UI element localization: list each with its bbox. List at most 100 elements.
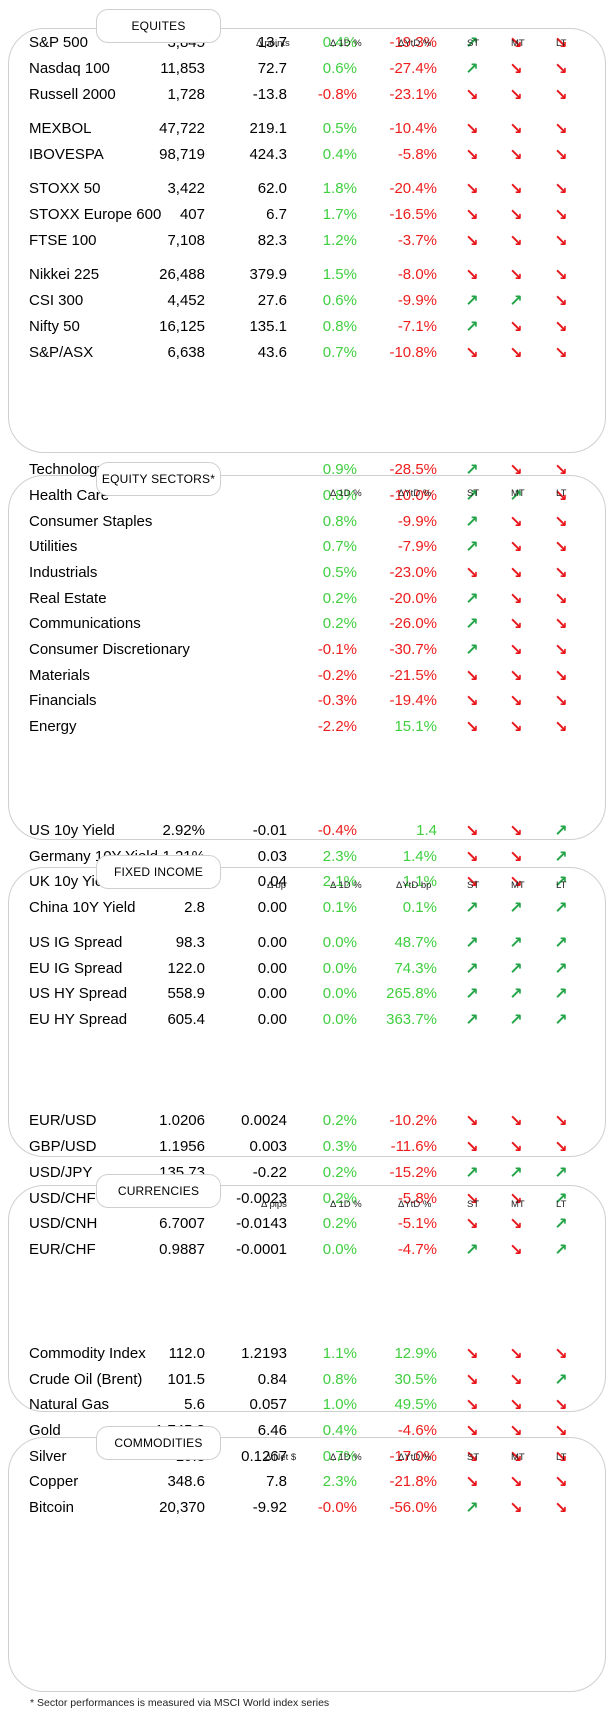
row-name: STOXX 50 xyxy=(29,180,101,197)
row-ytd-change: 1.1% xyxy=(402,873,437,890)
row-1d-change: 0.2% xyxy=(322,1215,357,1232)
row-ytd-change: -23.0% xyxy=(389,564,437,581)
row-1d-change: 1.0% xyxy=(322,1396,357,1413)
sectors-header-1d: Δ 1D % xyxy=(330,488,362,499)
row-change: 0.0024 xyxy=(241,1112,287,1129)
arrow-down-icon: ↘ xyxy=(509,693,523,710)
arrow-up-icon: ↗ xyxy=(465,1165,479,1182)
fixed_income-row: US IG Spread 98.3 0.00 0.0% 48.7% ↗ ↗ ↗ xyxy=(9,934,605,958)
row-name: Consumer Discretionary xyxy=(29,641,190,658)
row-change: -0.0023 xyxy=(236,1190,287,1207)
arrow-down-icon: ↘ xyxy=(554,1139,568,1156)
equities-row: IBOVESPA 98,719 424.3 0.4% -5.8% ↘ ↘ ↘ xyxy=(9,146,605,170)
row-value: 348.6 xyxy=(167,1473,205,1490)
sectors-header-ytd: ΔYtD % xyxy=(398,488,432,499)
row-ytd-change: -9.9% xyxy=(397,513,437,530)
row-change: 72.7 xyxy=(257,60,287,77)
arrow-down-icon: ↘ xyxy=(509,207,523,224)
row-value: 26,488 xyxy=(159,266,205,283)
arrow-down-icon: ↘ xyxy=(509,1191,523,1208)
row-name: Health Care xyxy=(29,487,110,504)
sectors-row: Consumer Discretionary -0.1% -30.7% ↗ ↘ ↘ xyxy=(9,641,605,665)
arrow-up-icon: ↗ xyxy=(509,900,523,917)
sectors-row: Utilities 0.7% -7.9% ↗ ↘ ↘ xyxy=(9,538,605,562)
row-change: 0.00 xyxy=(257,899,287,916)
row-change: 219.1 xyxy=(249,120,287,137)
arrow-down-icon: ↘ xyxy=(509,61,523,78)
currencies-header-1d: Δ 1D % xyxy=(330,1199,362,1210)
arrow-up-icon: ↗ xyxy=(554,823,568,840)
arrow-up-icon: ↗ xyxy=(509,961,523,978)
row-name: IBOVESPA xyxy=(29,146,104,163)
arrow-down-icon: ↘ xyxy=(465,1139,479,1156)
arrow-down-icon: ↘ xyxy=(554,1449,568,1466)
arrow-down-icon: ↘ xyxy=(509,35,523,52)
arrow-down-icon: ↘ xyxy=(509,823,523,840)
arrow-up-icon: ↗ xyxy=(465,488,479,505)
row-ytd-change: -5.1% xyxy=(397,1215,437,1232)
arrow-down-icon: ↘ xyxy=(509,345,523,362)
row-ytd-change: -5.8% xyxy=(397,1190,437,1207)
row-ytd-change: -16.5% xyxy=(389,206,437,223)
arrow-down-icon: ↘ xyxy=(509,1397,523,1414)
arrow-down-icon: ↘ xyxy=(509,719,523,736)
equities-row: Russell 2000 1,728 -13.8 -0.8% -23.1% ↘ ↘ ↘ xyxy=(9,86,605,110)
row-ytd-change: 74.3% xyxy=(394,960,437,977)
arrow-down-icon: ↘ xyxy=(554,35,568,52)
commodities-title: COMMODITIES xyxy=(96,1426,221,1460)
row-ytd-change: -20.4% xyxy=(389,180,437,197)
row-ytd-change: -17.0% xyxy=(389,1448,437,1465)
commodities-row: Natural Gas 5.6 0.057 1.0% 49.5% ↘ ↘ ↘ xyxy=(9,1396,605,1420)
row-1d-change: 1.5% xyxy=(322,266,357,283)
currencies-row: EUR/USD 1.0206 0.0024 0.2% -10.2% ↘ ↘ ↘ xyxy=(9,1112,605,1136)
row-ytd-change: 15.1% xyxy=(394,718,437,735)
arrow-down-icon: ↘ xyxy=(554,147,568,164)
row-1d-change: 0.4% xyxy=(322,34,357,51)
row-change: 62.0 xyxy=(257,180,287,197)
row-value: 6,638 xyxy=(167,344,205,361)
row-value: 11,853 xyxy=(160,60,205,77)
arrow-down-icon: ↘ xyxy=(554,233,568,250)
row-1d-change: 1.7% xyxy=(322,206,357,223)
arrow-down-icon: ↘ xyxy=(554,668,568,685)
arrow-up-icon: ↗ xyxy=(465,539,479,556)
arrow-up-icon: ↗ xyxy=(465,591,479,608)
arrow-down-icon: ↘ xyxy=(509,668,523,685)
fixed-income-header-lt: LT xyxy=(556,880,567,891)
arrow-down-icon: ↘ xyxy=(509,1423,523,1440)
row-name: USD/CHF xyxy=(29,1190,96,1207)
arrow-up-icon: ↗ xyxy=(554,1242,568,1259)
arrow-up-icon: ↗ xyxy=(465,293,479,310)
row-1d-change: -0.1% xyxy=(317,641,357,658)
row-name: Energy xyxy=(29,718,77,735)
row-value: 1,728 xyxy=(167,86,205,103)
arrow-up-icon: ↗ xyxy=(554,1216,568,1233)
row-name: Financials xyxy=(29,692,97,709)
currencies-header-lt: LT xyxy=(556,1199,567,1210)
row-1d-change: 0.4% xyxy=(322,1422,357,1439)
row-ytd-change: -4.7% xyxy=(397,1241,437,1258)
equities-header-lt: LT xyxy=(556,38,567,49)
arrow-down-icon: ↘ xyxy=(554,293,568,310)
row-1d-change: 0.2% xyxy=(322,1112,357,1129)
row-1d-change: 0.0% xyxy=(322,985,357,1002)
arrow-down-icon: ↘ xyxy=(465,1397,479,1414)
row-name: US 10y Yield xyxy=(29,822,115,839)
arrow-down-icon: ↘ xyxy=(554,642,568,659)
equities-header-st: ST xyxy=(467,38,480,49)
arrow-down-icon: ↘ xyxy=(554,1397,568,1414)
row-ytd-change: -11.6% xyxy=(390,1138,437,1155)
row-name: Communications xyxy=(29,615,141,632)
arrow-up-icon: ↗ xyxy=(554,874,568,891)
currencies-row: USD/CNH 6.7007 -0.0143 0.2% -5.1% ↘ ↘ ↗ xyxy=(9,1215,605,1239)
row-1d-change: 1.1% xyxy=(322,1345,357,1362)
row-1d-change: 0.0% xyxy=(322,934,357,951)
row-ytd-change: 49.5% xyxy=(394,1396,437,1413)
arrow-down-icon: ↘ xyxy=(465,1191,479,1208)
row-name: US HY Spread xyxy=(29,985,128,1002)
equities-row: FTSE 100 7,108 82.3 1.2% -3.7% ↘ ↘ ↘ xyxy=(9,232,605,256)
row-change: 0.03 xyxy=(257,848,287,865)
row-change: 27.6 xyxy=(257,292,287,309)
arrow-down-icon: ↘ xyxy=(554,565,568,582)
row-1d-change: -0.4% xyxy=(317,822,357,839)
